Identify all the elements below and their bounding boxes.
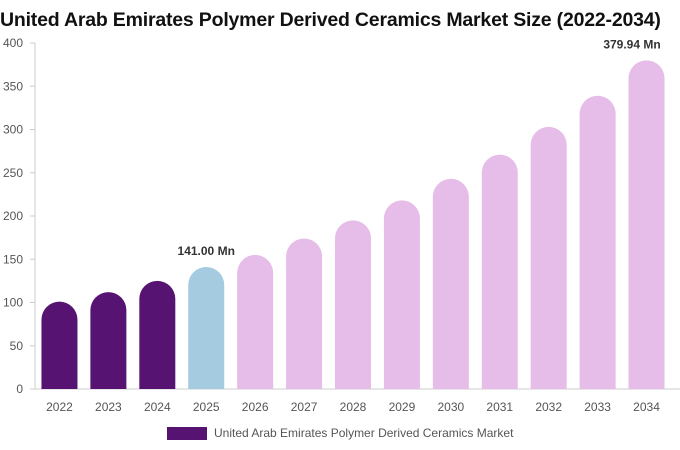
x-tick-label: 2023 xyxy=(95,400,122,414)
x-tick-label: 2031 xyxy=(486,400,513,414)
bar xyxy=(628,60,665,389)
bar xyxy=(579,95,616,389)
bar xyxy=(237,254,274,389)
x-tick-label: 2033 xyxy=(584,400,611,414)
y-tick-label: 100 xyxy=(3,296,23,310)
x-tick-label: 2027 xyxy=(291,400,318,414)
y-tick-label: 200 xyxy=(3,209,23,223)
bar xyxy=(286,238,323,389)
y-tick-label: 50 xyxy=(10,339,24,353)
legend-label: United Arab Emirates Polymer Derived Cer… xyxy=(214,426,514,440)
data-label: 379.94 Mn xyxy=(603,37,660,51)
y-tick-label: 0 xyxy=(16,382,23,396)
x-tick-label: 2029 xyxy=(389,400,416,414)
bar xyxy=(432,178,469,389)
y-tick-label: 350 xyxy=(3,79,23,93)
bar xyxy=(188,267,225,389)
bar xyxy=(335,220,371,389)
bar xyxy=(481,154,518,389)
x-tick-label: 2028 xyxy=(340,400,367,414)
bar xyxy=(90,292,127,389)
y-tick-label: 300 xyxy=(3,123,23,137)
y-tick-label: 400 xyxy=(3,36,23,50)
bar xyxy=(383,200,420,389)
legend-swatch xyxy=(167,426,207,440)
bar xyxy=(139,280,176,389)
x-tick-label: 2022 xyxy=(46,400,73,414)
bar xyxy=(41,301,78,389)
bar xyxy=(530,126,567,389)
chart-title: United Arab Emirates Polymer Derived Cer… xyxy=(0,9,661,31)
x-tick-label: 2026 xyxy=(242,400,269,414)
y-tick-label: 150 xyxy=(3,252,23,266)
x-tick-label: 2030 xyxy=(437,400,464,414)
legend[interactable]: United Arab Emirates Polymer Derived Cer… xyxy=(167,426,513,440)
data-label: 141.00 Mn xyxy=(178,244,235,258)
x-tick-label: 2024 xyxy=(144,400,171,414)
x-tick-label: 2032 xyxy=(535,400,562,414)
y-tick-label: 250 xyxy=(3,166,23,180)
x-tick-label: 2034 xyxy=(633,400,660,414)
x-tick-label: 2025 xyxy=(193,400,220,414)
